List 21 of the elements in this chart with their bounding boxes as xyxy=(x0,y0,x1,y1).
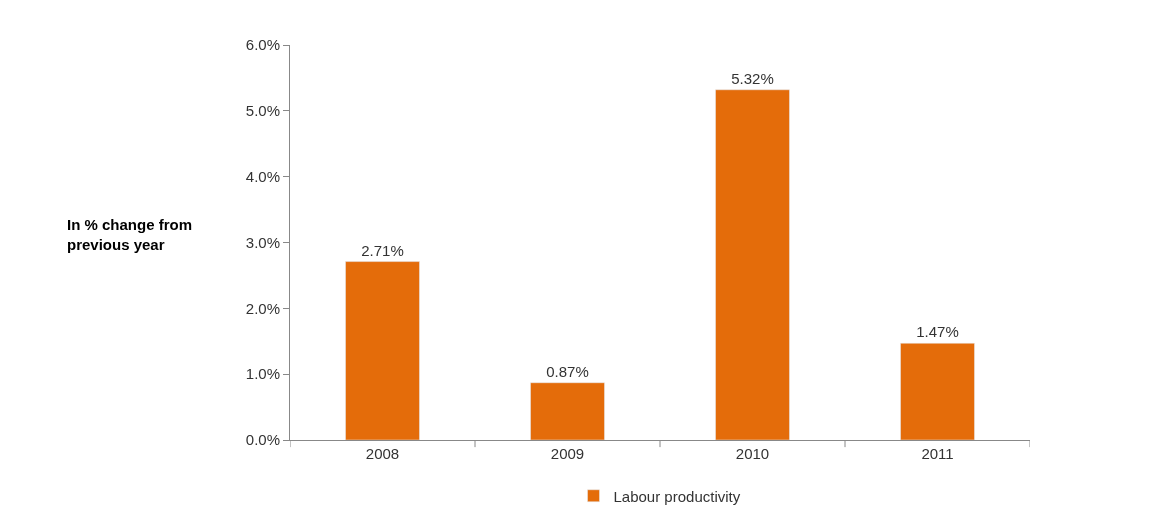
bar xyxy=(345,261,420,440)
y-tick-label: 2.0% xyxy=(245,299,280,317)
data-label: 1.47% xyxy=(916,323,959,341)
y-tick-label: 4.0% xyxy=(245,167,280,185)
legend-label: Labour productivity xyxy=(613,487,741,505)
y-tick-label: 1.0% xyxy=(245,365,280,383)
y-tick-label: 5.0% xyxy=(245,102,280,120)
x-tick-label: 2011 xyxy=(921,445,954,462)
data-label: 5.32% xyxy=(731,69,774,87)
y-tick-label: 0.0% xyxy=(245,431,280,449)
y-axis-title: In % change from previous year xyxy=(67,216,193,253)
bar xyxy=(530,382,605,440)
x-tick-label: 2009 xyxy=(550,445,585,462)
x-tick-label: 2010 xyxy=(735,445,770,462)
y-tick-label: 3.0% xyxy=(245,233,280,251)
y-tick-label: 6.0% xyxy=(245,36,280,54)
data-label: 0.87% xyxy=(546,362,589,380)
x-tick-label: 2008 xyxy=(365,445,400,462)
data-label: 2.71% xyxy=(361,241,404,259)
bar xyxy=(900,342,975,440)
bar xyxy=(715,89,790,440)
